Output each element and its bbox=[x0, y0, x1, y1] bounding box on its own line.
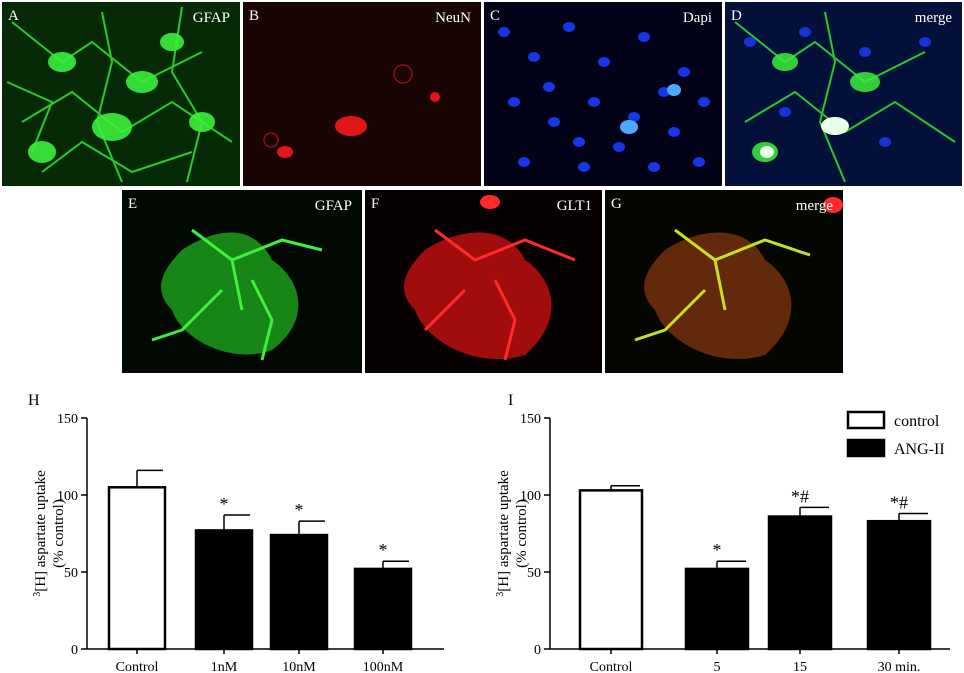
bar bbox=[684, 567, 750, 651]
panel-letter: C bbox=[490, 8, 501, 24]
x-tick-label: 5 bbox=[714, 660, 721, 673]
panel-letter: G bbox=[611, 196, 622, 212]
x-tick-label: 10nM bbox=[282, 660, 316, 673]
x-tick-label: 100nM bbox=[363, 660, 404, 673]
stain-label: merge bbox=[914, 10, 952, 26]
significance-marker: * bbox=[379, 540, 388, 560]
y-axis-label: 3[H] aspartate uptake bbox=[32, 470, 50, 597]
bar bbox=[353, 567, 413, 651]
bar-chart-h: H 0 50 100 150 3[H] aspartate uptake (% contro… bbox=[28, 392, 444, 673]
glt1-gfap-merge-image bbox=[605, 190, 843, 373]
legend-label: control bbox=[894, 413, 940, 430]
significance-marker: * bbox=[713, 540, 722, 560]
y-tick-label: 150 bbox=[57, 412, 78, 427]
merge-overlay-image bbox=[725, 2, 962, 186]
panel-letter: F bbox=[371, 196, 380, 212]
y-tick-label: 50 bbox=[527, 566, 541, 581]
bar bbox=[767, 515, 833, 651]
glt1-transporter-image bbox=[365, 190, 602, 373]
stain-label: GFAP bbox=[192, 10, 230, 26]
legend-swatch bbox=[846, 438, 886, 458]
dapi-nuclei-image bbox=[484, 2, 722, 186]
bar-chart-i: I 0 50 100 150 3[H] aspartate uptake (% contro… bbox=[495, 392, 950, 673]
stain-label: Dapi bbox=[682, 10, 712, 26]
legend-swatch bbox=[846, 410, 886, 430]
neun-neuron-image bbox=[243, 2, 481, 186]
stain-label: NeuN bbox=[435, 10, 471, 26]
micrograph-panel-g: G merge bbox=[605, 190, 843, 373]
bar bbox=[269, 533, 329, 651]
legend-label: ANG-II bbox=[894, 441, 945, 458]
panel-letter: D bbox=[731, 8, 742, 24]
micrograph-panel-f: F GLT1 bbox=[365, 190, 602, 373]
significance-marker: *# bbox=[791, 486, 809, 506]
gfap-astrocyte-image bbox=[2, 2, 240, 186]
y-axis-sublabel: (% control) bbox=[514, 499, 530, 568]
y-tick-label: 150 bbox=[520, 412, 541, 427]
bar bbox=[194, 529, 254, 651]
bar bbox=[578, 489, 644, 651]
x-tick-label: 30 min. bbox=[878, 660, 921, 673]
significance-marker: * bbox=[295, 500, 304, 520]
x-tick-label: Control bbox=[116, 660, 159, 673]
bar bbox=[866, 519, 932, 651]
y-axis-sublabel: (% control) bbox=[51, 499, 67, 568]
x-tick-label: Control bbox=[590, 660, 633, 673]
y-tick-label: 0 bbox=[534, 643, 541, 658]
micrograph-panel-a: A GFAP bbox=[2, 2, 240, 186]
panel-letter: A bbox=[8, 8, 19, 24]
micrograph-panel-e: E GFAP bbox=[122, 190, 362, 373]
significance-marker: *# bbox=[890, 492, 908, 512]
y-tick-label: 100 bbox=[520, 489, 541, 504]
y-tick-label: 0 bbox=[71, 643, 78, 658]
stain-label: GFAP bbox=[314, 198, 352, 214]
panel-letter: E bbox=[128, 196, 138, 212]
significance-marker: * bbox=[220, 494, 229, 514]
micrograph-panel-d: D merge bbox=[725, 2, 962, 186]
y-tick-label: 100 bbox=[57, 489, 78, 504]
stain-label: merge bbox=[795, 198, 833, 214]
y-tick-label: 50 bbox=[64, 566, 78, 581]
gfap-single-astrocyte-image bbox=[122, 190, 362, 373]
micrograph-panel-c: C Dapi bbox=[484, 2, 722, 186]
y-axis-label: 3[H] aspartate uptake bbox=[495, 470, 513, 597]
chart-panel-letter: I bbox=[508, 392, 513, 409]
x-tick-label: 1nM bbox=[211, 660, 238, 673]
chart-panel-letter: H bbox=[28, 392, 40, 409]
x-tick-label: 15 bbox=[793, 660, 807, 673]
stain-label: GLT1 bbox=[556, 198, 592, 214]
bar bbox=[107, 486, 167, 651]
micrograph-panel-b: B NeuN bbox=[243, 2, 481, 186]
panel-letter: B bbox=[249, 8, 260, 24]
